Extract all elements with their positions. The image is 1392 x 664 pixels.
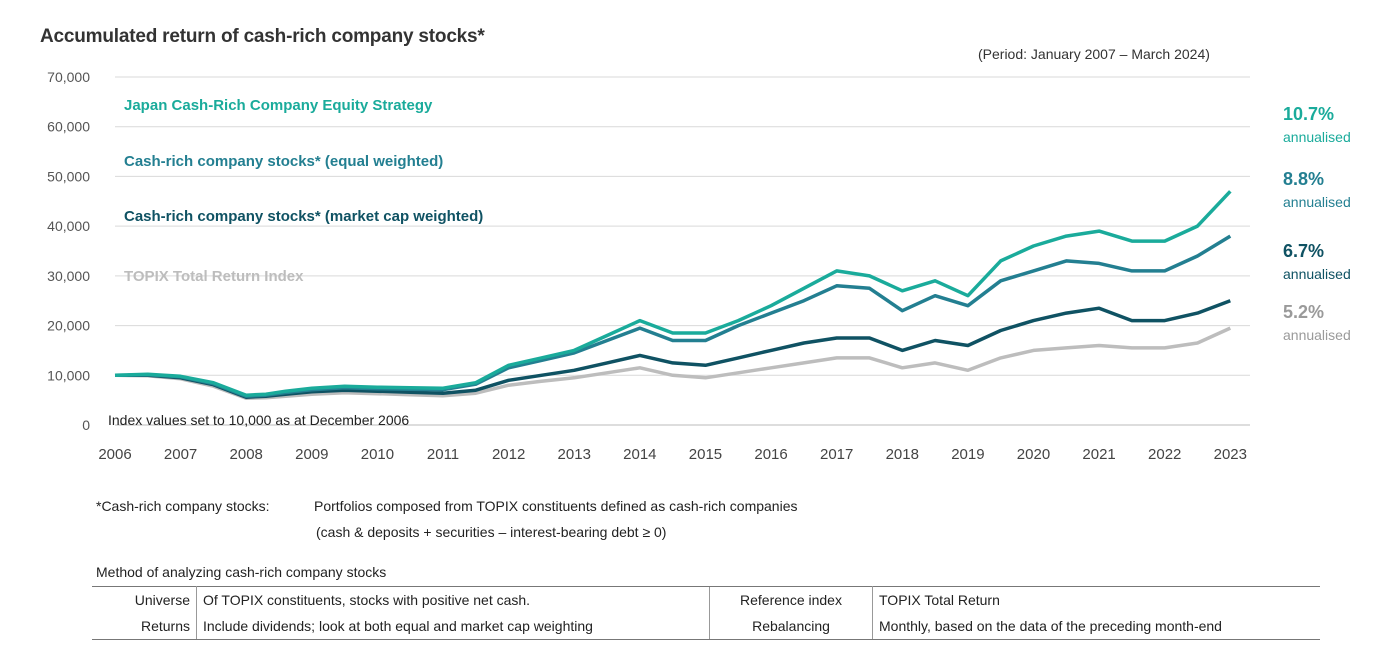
table-cell: TOPIX Total Return — [872, 586, 1320, 613]
annualised-label: annualised — [1283, 194, 1351, 210]
annualised-label: annualised — [1283, 327, 1351, 343]
line-chart: 0 10,000 20,000 30,000 40,000 50,000 60,000 70,… — [47, 69, 1351, 463]
x-tick-label: 2018 — [886, 446, 919, 463]
annualised-value: 6.7% — [1283, 241, 1324, 261]
annualised-value: 5.2% — [1283, 302, 1324, 322]
y-tick-label: 0 — [82, 417, 90, 433]
y-tick-label: 10,000 — [47, 367, 90, 383]
legend-label: Japan Cash-Rich Company Equity Strategy — [124, 97, 433, 114]
table-cell: Returns — [92, 613, 197, 640]
y-tick-label: 70,000 — [47, 69, 90, 85]
table-cell: Monthly, based on the data of the preced… — [872, 613, 1320, 640]
x-tick-label: 2012 — [492, 446, 525, 463]
x-tick-label: 2020 — [1017, 446, 1050, 463]
x-tick-label: 2016 — [754, 446, 787, 463]
table-cell: Rebalancing — [709, 613, 873, 640]
period-label: (Period: January 2007 – March 2024) — [978, 46, 1210, 62]
legend-label: Cash-rich company stocks* (equal weighte… — [124, 153, 443, 170]
x-tick-label: 2006 — [98, 446, 131, 463]
legend-label: TOPIX Total Return Index — [124, 268, 304, 285]
y-tick-label: 30,000 — [47, 268, 90, 284]
footnote-text-1: Portfolios composed from TOPIX constitue… — [314, 498, 798, 514]
x-tick-label: 2008 — [230, 446, 263, 463]
annualised-label: annualised — [1283, 129, 1351, 145]
x-tick-label: 2007 — [164, 446, 197, 463]
x-tick-label: 2019 — [951, 446, 984, 463]
y-tick-label: 60,000 — [47, 119, 90, 135]
y-tick-label: 40,000 — [47, 218, 90, 234]
x-tick-label: 2013 — [558, 446, 591, 463]
table-row: Returns Include dividends; look at both … — [92, 613, 1320, 640]
table-cell: Universe — [92, 586, 197, 613]
method-table: Universe Of TOPIX constituents, stocks w… — [92, 586, 1320, 640]
y-tick-label: 50,000 — [47, 168, 90, 184]
x-tick-label: 2014 — [623, 446, 656, 463]
series-line — [114, 234, 1232, 398]
footnote: *Cash-rich company stocks: Portfolios com… — [96, 498, 798, 514]
table-cell: Reference index — [709, 586, 873, 613]
x-tick-label: 2023 — [1214, 446, 1247, 463]
x-tick-label: 2022 — [1148, 446, 1181, 463]
table-cell: Include dividends; look at both equal an… — [196, 613, 710, 640]
footnote-text-2: (cash & deposits + securities – interest… — [316, 524, 667, 540]
x-tick-label: 2017 — [820, 446, 853, 463]
series-line — [114, 326, 1232, 400]
x-tick-label: 2011 — [427, 446, 459, 463]
series-line — [114, 190, 1232, 397]
table-cell: Of TOPIX constituents, stocks with posit… — [196, 586, 710, 613]
x-tick-label: 2009 — [295, 446, 328, 463]
table-row: Universe Of TOPIX constituents, stocks w… — [92, 586, 1320, 613]
x-tick-label: 2021 — [1082, 446, 1115, 463]
index-note: Index values set to 10,000 as at Decembe… — [108, 412, 409, 428]
annualised-value: 10.7% — [1283, 104, 1334, 124]
annualised-value: 8.8% — [1283, 169, 1324, 189]
x-tick-label: 2015 — [689, 446, 722, 463]
legend-label: Cash-rich company stocks* (market cap we… — [124, 208, 483, 225]
annualised-label: annualised — [1283, 266, 1351, 282]
method-title: Method of analyzing cash-rich company st… — [96, 564, 387, 580]
x-tick-label: 2010 — [361, 446, 394, 463]
y-tick-label: 20,000 — [47, 318, 90, 334]
chart-title: Accumulated return of cash-rich company … — [40, 26, 485, 47]
footnote-label: *Cash-rich company stocks: — [96, 498, 270, 514]
